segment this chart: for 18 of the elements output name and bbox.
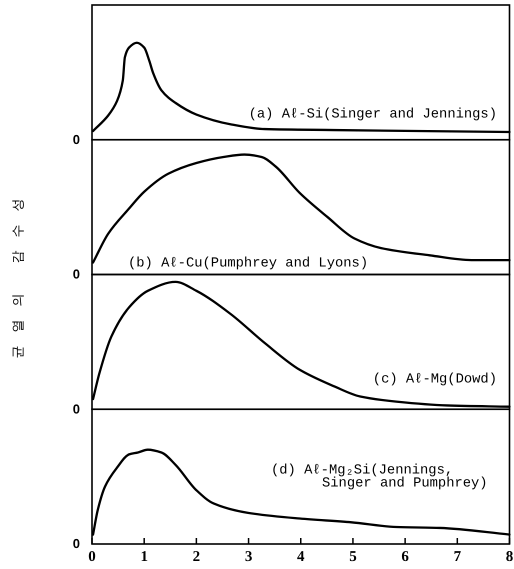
x-tick-label: 1 — [140, 549, 148, 565]
y-axis-title: 균열의 감수성 — [11, 185, 26, 359]
text: 0 — [72, 536, 80, 551]
text: (b) Aℓ-Cu(Pumphrey and Lyons) — [128, 256, 368, 272]
text: 0 — [72, 266, 80, 282]
x-tick-label: 0 — [88, 549, 96, 565]
x-tick-label: 3 — [244, 549, 252, 565]
text: (a) Aℓ-Si(Singer and Jennings) — [248, 108, 497, 122]
text: (d) Aℓ-Mg₂Si(Jennings, Singer and Pumphrey) — [271, 464, 488, 492]
x-tick-label: 5 — [349, 549, 357, 565]
x-tick-label: 8 — [506, 549, 514, 565]
text: 0 — [72, 401, 80, 416]
text: (c) Aℓ-Mg(Dowd) — [372, 372, 497, 388]
x-tick-label: 6 — [401, 549, 410, 565]
x-tick-label: 7 — [454, 549, 462, 565]
x-tick-label: 2 — [192, 549, 200, 565]
x-tick-label: 4 — [297, 549, 305, 565]
text: 0 — [72, 132, 80, 147]
